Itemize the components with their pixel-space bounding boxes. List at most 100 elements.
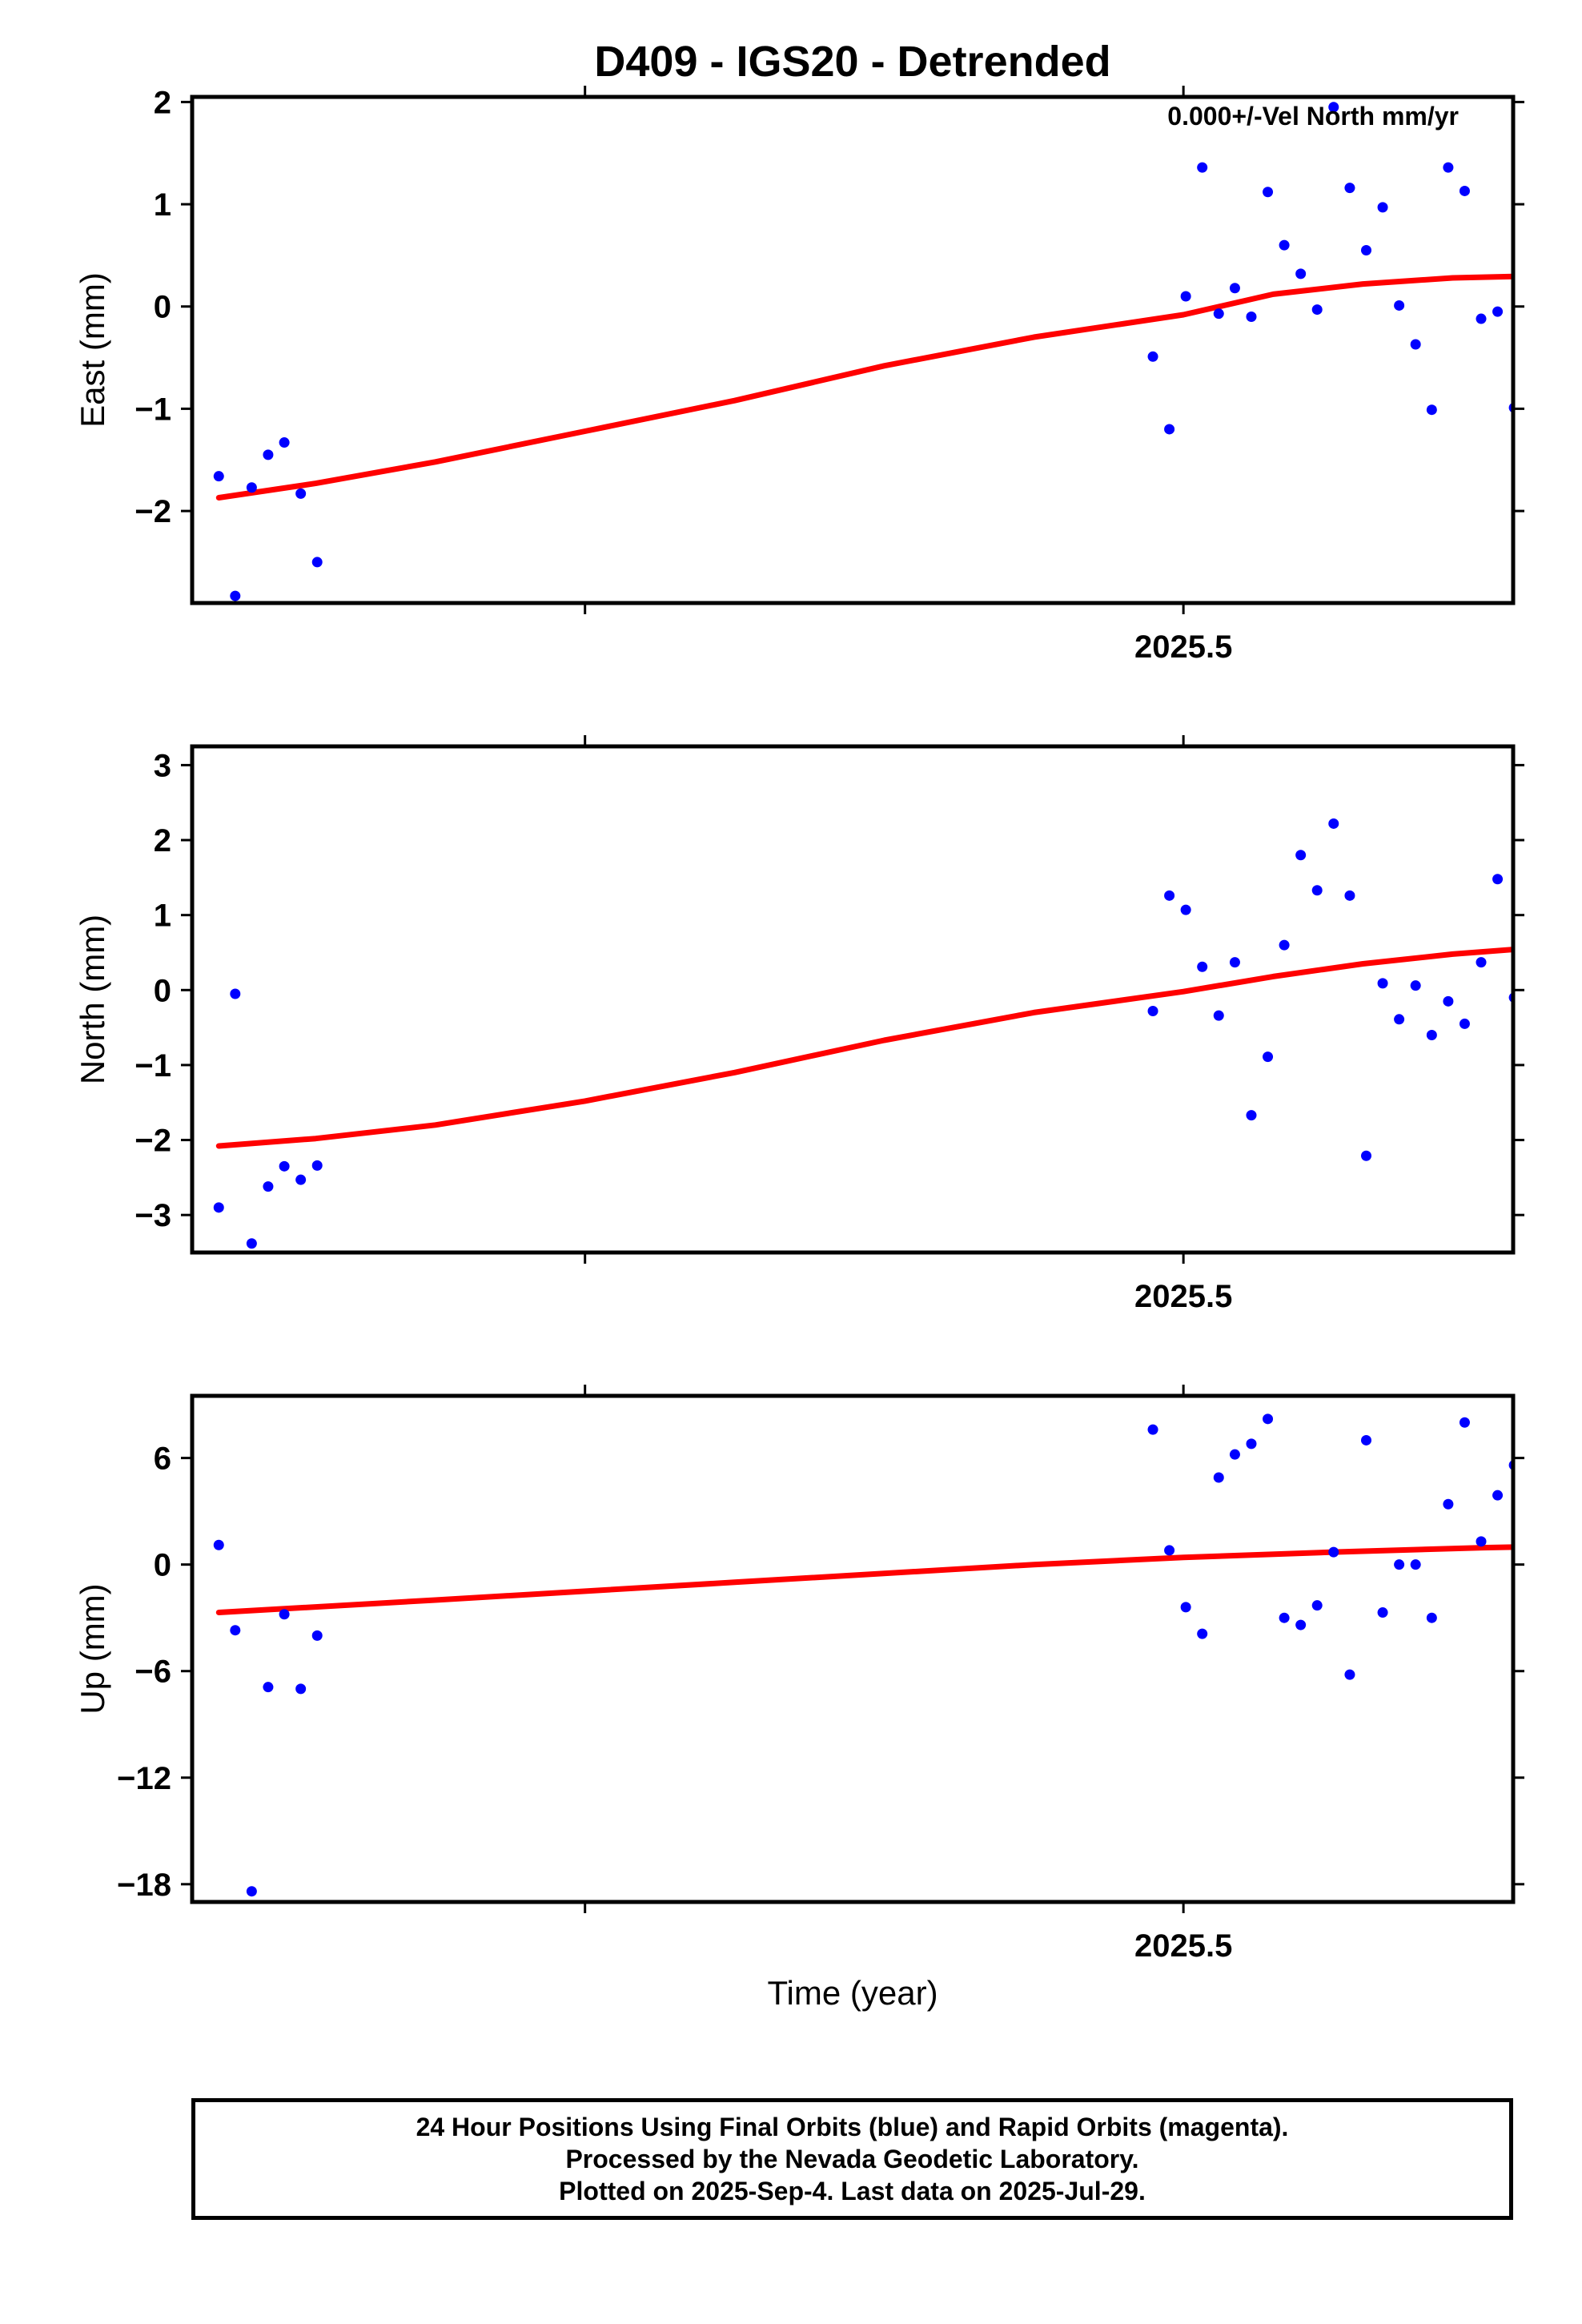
data-point — [1426, 1612, 1437, 1623]
data-point — [1558, 912, 1568, 923]
data-point — [1246, 1438, 1257, 1449]
x-tick-label: 2025.5 — [1134, 629, 1232, 665]
data-point — [1311, 1600, 1323, 1611]
data-point — [1279, 939, 1290, 951]
y-axis-label: Up (mm) — [74, 1583, 111, 1714]
data-point — [1197, 1628, 1208, 1639]
data-point — [1476, 313, 1487, 324]
plot-frame — [190, 744, 1516, 1255]
plot-frame — [190, 94, 1516, 605]
data-point — [1295, 1619, 1307, 1630]
data-point — [1574, 1588, 1582, 1598]
data-point — [1574, 239, 1582, 249]
y-tick-label: −12 — [117, 1761, 171, 1796]
data-point — [1213, 1472, 1224, 1483]
caption-line-processed-by: Processed by the Nevada Geodetic Laborat… — [565, 2145, 1139, 2173]
data-point — [1213, 1010, 1224, 1021]
data-point — [1164, 890, 1175, 901]
y-tick-label: 0 — [154, 973, 171, 1008]
panels: −2 −1 0 1 2 2025.5 East (mm) 0.000+/-Vel North … — [74, 85, 1582, 2012]
data-point — [1558, 267, 1568, 277]
data-point — [1443, 162, 1454, 173]
y-tick-label: 6 — [154, 1441, 171, 1477]
data-point — [1394, 300, 1405, 311]
data-point — [1541, 123, 1552, 133]
data-point — [1180, 904, 1191, 915]
data-point — [1361, 1434, 1372, 1445]
data-point — [311, 1160, 323, 1171]
caption-line-plot-date: Plotted on 2025-Sep-4. Last data on 2025… — [559, 2177, 1146, 2205]
data-point — [1147, 351, 1158, 362]
data-point — [1459, 1018, 1470, 1029]
data-point — [1443, 995, 1454, 1007]
data-point — [1492, 874, 1504, 885]
data-point — [295, 1174, 307, 1185]
model-fit-line — [215, 1544, 1513, 1615]
data-point — [1476, 957, 1487, 968]
data-point — [263, 1682, 274, 1693]
data-point — [1164, 424, 1175, 435]
data-point — [279, 437, 290, 448]
data-point — [1147, 1006, 1158, 1017]
data-point — [1459, 185, 1470, 196]
data-point — [1541, 908, 1552, 919]
data-point — [1361, 1150, 1372, 1161]
data-point — [1410, 1559, 1421, 1570]
velocity-annotation: 0.000+/-Vel North mm/yr — [1167, 102, 1459, 131]
data-point — [1410, 980, 1421, 991]
data-point — [1377, 978, 1388, 989]
data-point — [1197, 162, 1208, 173]
y-tick-label: −1 — [135, 392, 171, 427]
y-tick-label: −1 — [135, 1048, 171, 1084]
data-point — [213, 1539, 224, 1550]
data-point — [1426, 404, 1437, 416]
y-tick-label: 0 — [154, 290, 171, 325]
data-point — [1541, 1584, 1552, 1594]
x-tick-label: 2025.5 — [1134, 1279, 1232, 1314]
data-point — [1344, 183, 1355, 194]
data-point — [1492, 1490, 1504, 1501]
data-point — [1328, 102, 1339, 113]
data-point — [1147, 1424, 1158, 1435]
data-point — [1180, 1602, 1191, 1613]
data-point — [1377, 1607, 1388, 1618]
data-point — [1492, 306, 1504, 317]
y-tick-label: 1 — [154, 187, 171, 223]
data-point — [1263, 1413, 1274, 1425]
panel-up: −18 −12 −6 0 6 2025.5 Up (mm) Time (year) — [74, 1385, 1582, 2012]
data-point — [1295, 850, 1307, 861]
data-point — [1410, 339, 1421, 350]
data-point — [1164, 1545, 1175, 1556]
data-point — [1263, 187, 1274, 198]
data-point — [1229, 1449, 1240, 1460]
caption-box: 24 Hour Positions Using Final Orbits (bl… — [191, 2098, 1513, 2220]
data-point — [1229, 283, 1240, 294]
data-point — [1279, 239, 1290, 251]
panel-east: −2 −1 0 1 2 2025.5 East (mm) 0.000+/-Vel North … — [74, 85, 1582, 665]
data-point — [1311, 885, 1323, 896]
data-point — [1443, 1498, 1454, 1510]
y-tick-label: −6 — [135, 1655, 171, 1690]
y-tick-label: 2 — [154, 823, 171, 858]
y-tick-label: 1 — [154, 899, 171, 934]
data-point — [263, 1181, 274, 1192]
data-point — [1328, 818, 1339, 829]
data-point — [1525, 1559, 1536, 1570]
data-point — [1229, 957, 1240, 968]
data-point — [1328, 1546, 1339, 1558]
data-point — [1213, 308, 1224, 320]
data-point — [213, 1202, 224, 1213]
data-point — [230, 1625, 241, 1636]
data-point — [246, 1238, 257, 1249]
data-point — [1558, 1400, 1568, 1410]
data-point — [1311, 304, 1323, 316]
data-point — [230, 590, 241, 601]
y-tick-label: 2 — [154, 85, 171, 120]
data-point — [311, 557, 323, 568]
data-point — [1394, 1014, 1405, 1025]
data-point — [1476, 1536, 1487, 1547]
data-point — [1377, 202, 1388, 213]
data-point — [246, 1886, 257, 1897]
data-point — [279, 1609, 290, 1620]
plot-area — [213, 102, 1582, 601]
